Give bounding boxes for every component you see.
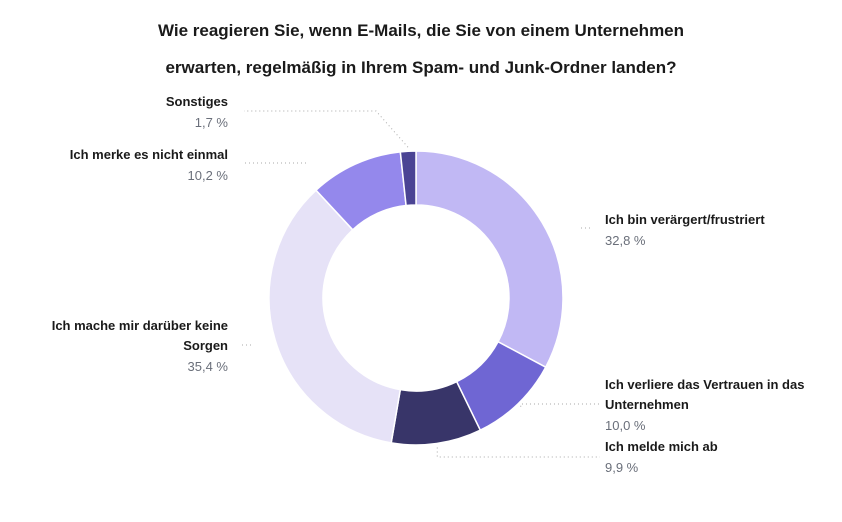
donut-slices (268, 150, 564, 446)
label-abmelden: Ich melde mich ab 9,9 % (605, 437, 718, 478)
leader-line-abmelden (436, 447, 600, 458)
slice-sonstiges (399, 150, 417, 207)
label-veraergert: Ich bin verärgert/frustriert 32,8 % (605, 210, 765, 251)
label-veraergert-name: Ich bin verärgert/frustriert (605, 212, 765, 227)
leader-line-sonstiges (244, 110, 409, 148)
leader-line-vertrauen (520, 403, 600, 407)
label-sonstiges: Sonstiges 1,7 % (166, 92, 228, 133)
leader-lines (240, 110, 600, 458)
label-nicht-bemerkt-value: 10,2 % (187, 168, 228, 183)
label-veraergert-value: 32,8 % (605, 233, 646, 248)
label-keine-sorgen: Ich mache mir darüber keine Sorgen 35,4 … (13, 316, 228, 377)
label-nicht-bemerkt-name: Ich merke es nicht einmal (69, 147, 228, 162)
label-sonstiges-value: 1,7 % (194, 115, 228, 130)
label-keine-sorgen-value: 35,4 % (187, 359, 228, 374)
label-vertrauen-name: Ich verliere das Vertrauen in das Untern… (605, 377, 805, 412)
label-nicht-bemerkt: Ich merke es nicht einmal 10,2 % (70, 145, 228, 186)
label-keine-sorgen-name: Ich mache mir darüber keine Sorgen (51, 318, 228, 353)
chart-title-line-2: erwarten, regelmäßig in Ihrem Spam- und … (165, 58, 677, 77)
chart-title: Wie reagieren Sie, wenn E-Mails, die Sie… (0, 12, 842, 86)
slice-keine-sorgen (268, 189, 402, 444)
label-sonstiges-name: Sonstiges (165, 94, 228, 109)
label-abmelden-value: 9,9 % (605, 460, 639, 475)
label-vertrauen-value: 10,0 % (605, 418, 646, 433)
slice-veraergert (415, 150, 564, 369)
chart-title-line-1: Wie reagieren Sie, wenn E-Mails, die Sie… (157, 21, 685, 40)
label-vertrauen: Ich verliere das Vertrauen in das Untern… (605, 375, 830, 436)
label-abmelden-name: Ich melde mich ab (605, 439, 718, 454)
